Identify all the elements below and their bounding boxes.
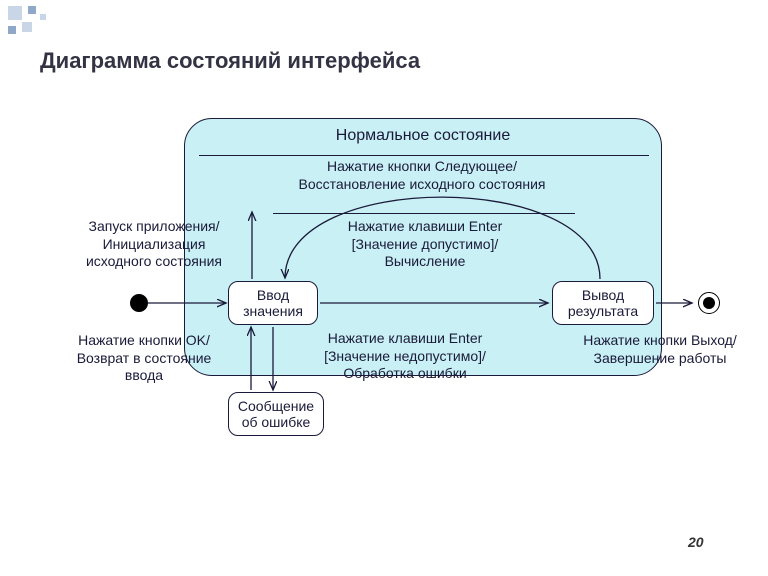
final-node bbox=[698, 292, 720, 314]
transition-label-enter-valid: Нажатие клавиши Enter [Значение допустим… bbox=[300, 218, 550, 271]
state-error: Сообщение об ошибке bbox=[228, 392, 324, 436]
transition-label-launch: Запуск приложения/ Инициализация исходно… bbox=[64, 218, 244, 271]
transition-label-next: Нажатие кнопки Следующее/ Восстановление… bbox=[256, 158, 588, 193]
composite-divider-2 bbox=[273, 213, 575, 214]
corner-decoration bbox=[0, 0, 80, 40]
final-node-inner bbox=[703, 297, 715, 309]
transition-label-enter-invalid: Нажатие клавиши Enter [Значение недопуст… bbox=[280, 330, 530, 383]
page-title: Диаграмма состояний интерфейса bbox=[40, 48, 420, 74]
composite-divider-1 bbox=[199, 155, 649, 156]
state-input: Ввод значения bbox=[228, 281, 318, 325]
page-number: 20 bbox=[688, 534, 704, 550]
transition-label-exit: Нажатие кнопки Выход/ Завершение работы bbox=[560, 332, 760, 367]
state-output: Вывод результата bbox=[552, 281, 654, 325]
initial-node bbox=[130, 294, 148, 312]
transition-label-ok-return: Нажатие кнопки OK/ Возврат в состояние в… bbox=[54, 332, 234, 385]
composite-state-title: Нормальное состояние bbox=[185, 127, 661, 145]
